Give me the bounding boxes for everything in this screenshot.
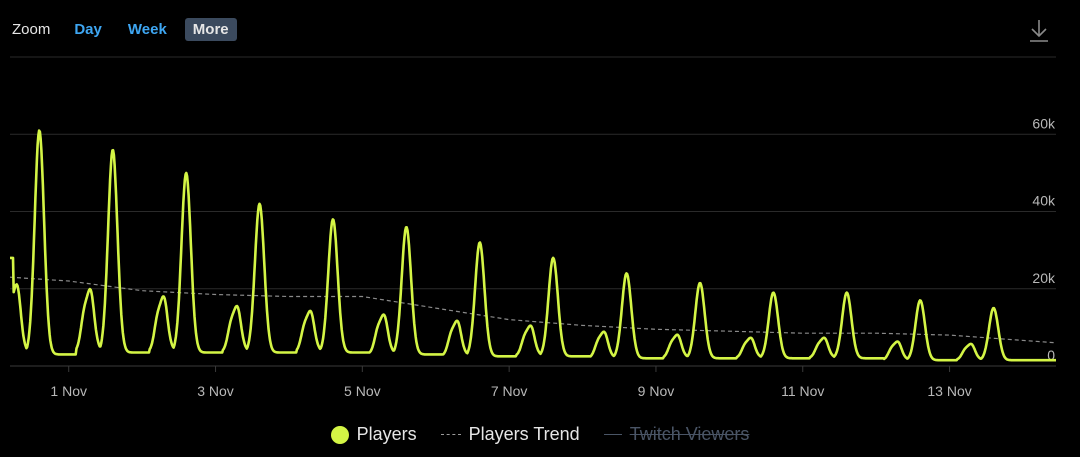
- legend-twitch-viewers[interactable]: Twitch Viewers: [603, 424, 750, 445]
- x-tick-label: 13 Nov: [927, 383, 971, 399]
- zoom-bar: Zoom Day Week More: [12, 18, 247, 41]
- x-tick-label: 3 Nov: [197, 383, 234, 399]
- zoom-more-button[interactable]: More: [184, 18, 237, 41]
- x-axis-labels: 1 Nov 3 Nov 5 Nov 7 Nov 9 Nov 11 Nov 13 Nov: [50, 366, 972, 399]
- legend-twitch-label: Twitch Viewers: [629, 424, 750, 444]
- legend-trend-label: Players Trend: [468, 424, 580, 444]
- x-tick-label: 11 Nov: [781, 383, 824, 399]
- players-trend-line: [9, 276, 1057, 344]
- y-axis-labels: 0 20k 40k 60k: [1032, 115, 1056, 363]
- grid-lines: [10, 56, 1056, 367]
- x-tick-label: 9 Nov: [638, 383, 675, 399]
- y-tick-label: 20k: [1032, 270, 1056, 286]
- legend-trend-swatch: [440, 434, 461, 435]
- chart: 0 20k 40k 60k 1 Nov 3 Nov 5 Nov 7 Nov 9 Nov 11 N…: [9, 56, 1057, 399]
- y-tick-label: 60k: [1032, 115, 1056, 131]
- x-tick-label: 1 Nov: [50, 383, 87, 399]
- legend-players[interactable]: Players: [330, 424, 417, 445]
- x-tick-label: 5 Nov: [344, 383, 381, 399]
- y-tick-label: 0: [1047, 347, 1055, 363]
- zoom-day-button[interactable]: Day: [74, 21, 102, 38]
- legend-players-trend[interactable]: Players Trend: [440, 424, 580, 445]
- download-icon[interactable]: [1028, 18, 1050, 44]
- zoom-week-button[interactable]: Week: [127, 21, 167, 38]
- y-tick-label: 40k: [1032, 193, 1056, 209]
- legend-players-label: Players: [356, 424, 417, 444]
- zoom-label: Zoom: [12, 21, 51, 38]
- legend-twitch-swatch: [603, 434, 622, 435]
- legend-players-dot: [330, 425, 349, 444]
- legend: Players Players Trend Twitch Viewers: [0, 424, 1080, 445]
- x-tick-label: 7 Nov: [491, 383, 528, 399]
- players-line: [9, 129, 1057, 362]
